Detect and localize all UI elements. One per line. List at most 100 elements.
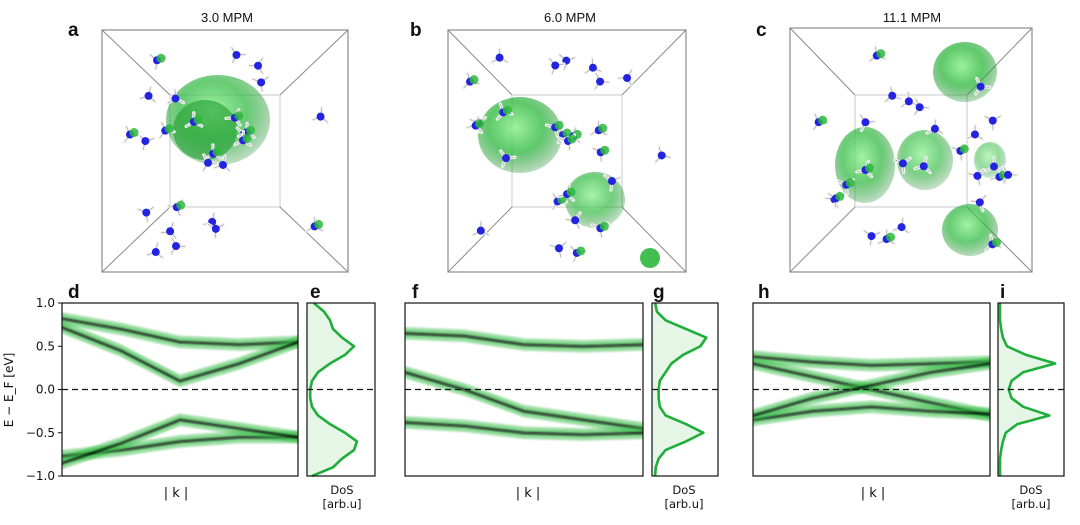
cell-frame: [101, 29, 349, 273]
band-line: [62, 313, 298, 342]
band-line: [62, 321, 298, 350]
band-line: [753, 359, 990, 414]
band-line: [62, 431, 298, 454]
y-tick-label: −1.0: [26, 469, 55, 483]
x-label-d: | k |: [163, 486, 189, 501]
nitrogen-atom: [476, 226, 485, 235]
band-line: [753, 360, 990, 372]
band-line: [62, 316, 298, 345]
simulation-cells: [101, 27, 1033, 273]
ammonia-molecule: [159, 221, 178, 240]
nitrogen-atom: [915, 103, 924, 112]
band-line: [405, 330, 643, 346]
ammonia-molecule: [653, 145, 673, 164]
ammonia-molecule: [310, 106, 330, 124]
band-line: [753, 367, 990, 422]
top-title-c: 11.1 MPM: [882, 10, 942, 25]
band-line: [405, 369, 643, 428]
ammonia-molecule: [858, 113, 877, 133]
band-line: [62, 326, 298, 382]
nitrogen-atom: [141, 137, 150, 146]
band-line: [405, 365, 643, 425]
panel-letter-b: b: [410, 20, 422, 41]
ammonia-molecule: [913, 155, 932, 175]
band-structure-f: [405, 325, 643, 442]
ammonia-molecule: [899, 90, 919, 109]
band-line: [753, 362, 990, 417]
ammonia-molecule: [499, 149, 517, 169]
band-line: [405, 419, 643, 434]
band-line: [62, 324, 298, 380]
band-line: [405, 415, 643, 430]
band-line: [753, 399, 990, 415]
nitrogen-atom: [970, 130, 979, 139]
nitrogen-atom: [204, 158, 213, 167]
band-line: [405, 328, 643, 344]
band-line: [405, 426, 643, 441]
local-isosurface: [567, 134, 577, 144]
x-label-h: | k |: [860, 486, 886, 501]
nitrogen-atom: [316, 112, 325, 121]
ammonia-molecule: [471, 220, 491, 237]
band-line: [62, 321, 298, 377]
nitrogen-atom: [596, 77, 605, 86]
band-line: [62, 325, 298, 381]
ammonia-molecule: [495, 102, 514, 121]
ammonia-molecule: [877, 228, 896, 246]
ammonia-molecule: [616, 68, 634, 88]
ammonia-molecule: [548, 240, 568, 259]
nitrogen-atom: [254, 61, 263, 70]
local-isosurface: [475, 119, 485, 129]
band-line: [405, 335, 643, 351]
band-line: [62, 423, 298, 470]
band-line: [753, 364, 990, 419]
nitrogen-atom: [897, 223, 906, 232]
local-isosurface: [242, 133, 252, 143]
cell-edge: [101, 29, 171, 96]
local-isosurface: [246, 125, 256, 135]
dos-fill: [652, 303, 707, 476]
band-line: [405, 366, 643, 426]
ammonia-molecule: [169, 236, 187, 256]
ammonia-molecule: [233, 129, 253, 147]
ammonia-molecule: [305, 215, 325, 233]
top-title-b: 6.0 MPM: [543, 10, 596, 25]
dos-label-line2: [arb.u]: [1011, 497, 1051, 511]
ammonia-molecule: [490, 47, 510, 64]
ammonia-molecule: [547, 56, 566, 76]
band-line: [753, 402, 990, 418]
dos-curve: [653, 302, 708, 477]
cell-edge: [447, 29, 513, 96]
band-line: [753, 350, 990, 362]
nitrogen-atom: [172, 242, 181, 251]
nitrogen-atom: [1004, 170, 1013, 179]
electron-density-isosurface: [173, 100, 237, 160]
panel-letter-i: i: [1000, 282, 1006, 303]
band-line: [753, 368, 990, 423]
band-line: [405, 325, 643, 342]
nitrogen-atom: [551, 61, 560, 70]
ammonia-molecule: [590, 221, 610, 239]
nitrogen-atom: [151, 248, 160, 257]
band-line: [62, 329, 298, 386]
cell-edge: [447, 206, 513, 273]
band-line: [405, 336, 643, 352]
band-line: [405, 368, 643, 427]
ammonia-molecule: [974, 76, 992, 96]
ammonia-molecule: [1001, 165, 1019, 185]
band-line: [753, 361, 990, 416]
ammonia-molecule: [855, 159, 874, 179]
band-line: [405, 425, 643, 440]
ammonia-molecule: [212, 154, 232, 173]
dos-fill: [998, 303, 1056, 476]
nitrogen-atom: [975, 198, 984, 207]
y-tick-label: 0.0: [36, 383, 55, 397]
band-structure-h: [753, 349, 990, 428]
ammonia-molecule: [184, 111, 204, 128]
ammonia-molecule: [862, 229, 882, 247]
nitrogen-atom: [988, 116, 997, 125]
band-line: [753, 365, 990, 420]
band-line: [405, 427, 643, 442]
dos-label-line1: DoS: [1019, 483, 1043, 497]
band-line: [753, 408, 990, 424]
